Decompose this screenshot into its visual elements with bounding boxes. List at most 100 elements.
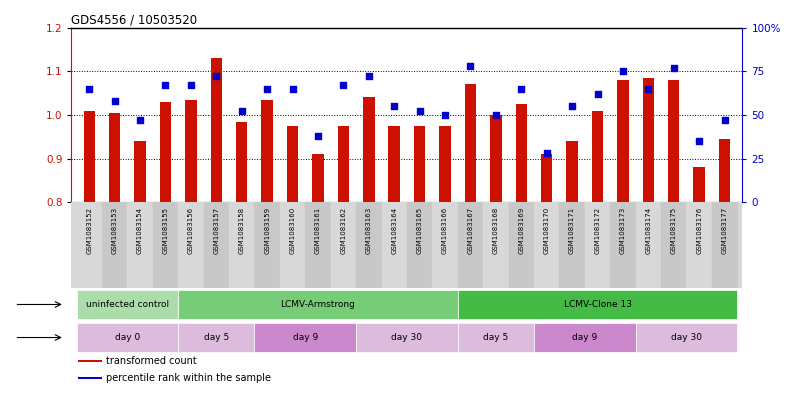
Bar — [687, 202, 712, 288]
Bar — [305, 202, 330, 288]
Bar — [83, 110, 95, 202]
Text: day 5: day 5 — [204, 333, 229, 342]
Bar — [178, 202, 203, 288]
Point — [439, 112, 452, 118]
Point — [592, 91, 604, 97]
Bar — [160, 102, 172, 202]
Bar — [229, 202, 254, 288]
Bar — [636, 202, 661, 288]
Bar — [254, 323, 356, 353]
Text: infection: infection — [0, 300, 1, 309]
Text: GSM1083162: GSM1083162 — [341, 207, 346, 254]
Point — [108, 98, 121, 104]
Text: day 9: day 9 — [293, 333, 318, 342]
Bar — [279, 202, 305, 288]
Text: GSM1083168: GSM1083168 — [493, 207, 499, 254]
Bar — [668, 80, 680, 202]
Text: GSM1083158: GSM1083158 — [239, 207, 245, 254]
Point — [235, 108, 248, 115]
Text: day 0: day 0 — [115, 333, 140, 342]
Text: GSM1083165: GSM1083165 — [417, 207, 422, 254]
Point — [133, 117, 146, 123]
Bar — [617, 80, 629, 202]
Point — [541, 150, 553, 156]
Text: day 30: day 30 — [391, 333, 422, 342]
Point — [83, 86, 95, 92]
Bar — [458, 202, 484, 288]
Text: GSM1083176: GSM1083176 — [696, 207, 702, 254]
Bar — [407, 202, 433, 288]
Text: GSM1083166: GSM1083166 — [442, 207, 448, 254]
Bar — [134, 141, 146, 202]
Bar — [515, 104, 527, 202]
Bar — [611, 202, 636, 288]
Bar — [76, 202, 102, 288]
Point — [286, 86, 299, 92]
Bar — [312, 154, 324, 202]
Text: GSM1083167: GSM1083167 — [468, 207, 473, 254]
Bar — [381, 202, 407, 288]
Bar — [712, 202, 738, 288]
Bar — [719, 139, 730, 202]
Bar — [78, 360, 102, 362]
Text: GSM1083161: GSM1083161 — [315, 207, 321, 254]
Bar — [534, 323, 636, 353]
Bar — [236, 121, 248, 202]
Bar — [636, 323, 738, 353]
Bar — [102, 202, 127, 288]
Bar — [185, 100, 197, 202]
Bar — [642, 78, 654, 202]
Bar — [78, 377, 102, 379]
Bar — [76, 323, 178, 353]
Bar — [541, 154, 553, 202]
Text: GSM1083171: GSM1083171 — [569, 207, 575, 254]
Bar — [490, 115, 502, 202]
Bar — [464, 84, 476, 202]
Text: GSM1083170: GSM1083170 — [544, 207, 549, 254]
Point — [387, 103, 400, 109]
Bar — [152, 202, 178, 288]
Bar — [337, 126, 349, 202]
Text: LCMV-Clone 13: LCMV-Clone 13 — [564, 300, 631, 309]
Bar — [178, 290, 458, 320]
Text: percentile rank within the sample: percentile rank within the sample — [106, 373, 272, 383]
Bar — [178, 323, 254, 353]
Point — [719, 117, 731, 123]
Text: day 5: day 5 — [484, 333, 508, 342]
Bar — [363, 97, 375, 202]
Bar — [254, 202, 279, 288]
Bar — [356, 202, 381, 288]
Text: GDS4556 / 10503520: GDS4556 / 10503520 — [71, 13, 198, 26]
Bar — [458, 290, 738, 320]
Text: uninfected control: uninfected control — [86, 300, 169, 309]
Bar — [661, 202, 687, 288]
Text: time: time — [0, 333, 1, 342]
Point — [260, 86, 273, 92]
Bar — [414, 126, 426, 202]
Point — [362, 73, 375, 80]
Point — [159, 82, 172, 88]
Text: GSM1083172: GSM1083172 — [595, 207, 600, 254]
Bar — [439, 126, 451, 202]
Bar — [560, 202, 585, 288]
Bar — [203, 202, 229, 288]
Point — [617, 68, 630, 74]
Bar — [356, 323, 458, 353]
Bar — [458, 323, 534, 353]
Bar — [484, 202, 509, 288]
Text: GSM1083174: GSM1083174 — [646, 207, 651, 254]
Text: GSM1083156: GSM1083156 — [188, 207, 194, 254]
Text: LCMV-Armstrong: LCMV-Armstrong — [280, 300, 356, 309]
Point — [337, 82, 349, 88]
Point — [490, 112, 503, 118]
Bar — [210, 58, 222, 202]
Bar — [693, 167, 705, 202]
Point — [210, 73, 222, 80]
Text: GSM1083177: GSM1083177 — [722, 207, 727, 254]
Text: GSM1083164: GSM1083164 — [391, 207, 397, 254]
Bar — [592, 110, 603, 202]
Text: GSM1083154: GSM1083154 — [137, 207, 143, 254]
Text: GSM1083157: GSM1083157 — [214, 207, 219, 254]
Text: GSM1083169: GSM1083169 — [518, 207, 524, 254]
Bar — [261, 100, 273, 202]
